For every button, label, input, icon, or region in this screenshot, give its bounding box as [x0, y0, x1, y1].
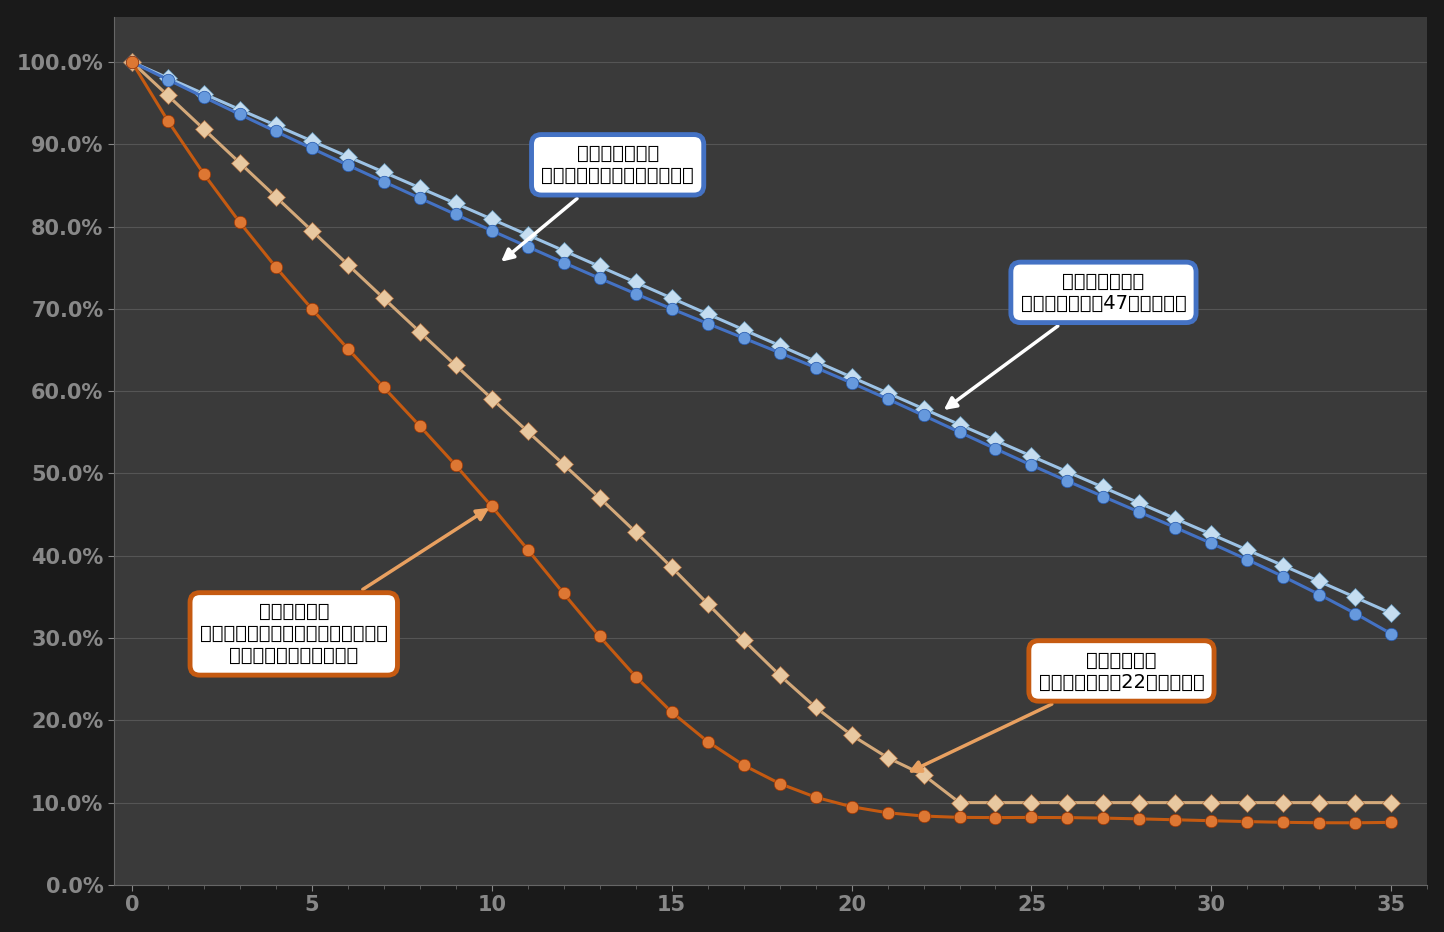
Text: 木造戸建住宅
（財）不動産流通近代化センターの
マニュアルに基づく試算: 木造戸建住宅 （財）不動産流通近代化センターの マニュアルに基づく試算	[199, 510, 487, 665]
Text: 中古マンション
（ヘドニック法による分析）: 中古マンション （ヘドニック法による分析）	[504, 144, 695, 259]
Text: 中古マンション
減価償却年数（47年）による: 中古マンション 減価償却年数（47年）による	[947, 272, 1187, 408]
Text: 木造戸建住宅
減価償却年数（22年）による: 木造戸建住宅 減価償却年数（22年）による	[911, 651, 1204, 771]
